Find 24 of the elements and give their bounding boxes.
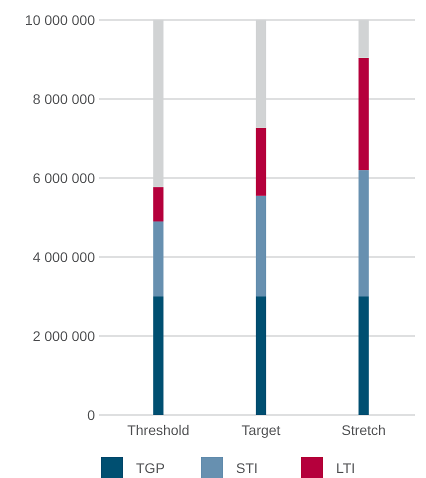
y-tick-label: 8 000 000 [32,90,96,107]
bar [358,170,369,296]
bar [358,58,369,170]
x-tick-label: Target [242,422,281,438]
x-tick-label: Threshold [127,422,190,438]
bar [153,20,164,188]
bar [153,296,164,415]
y-tick-label: 0 [87,406,96,423]
bar [256,128,266,196]
legend-label: TGP [136,460,165,476]
bar [256,20,266,128]
y-tick-label: 10 000 000 [24,12,96,28]
y-tick-label: 4 000 000 [32,248,96,265]
bar [358,296,369,415]
bar [358,20,369,58]
bar [153,221,164,296]
bar [256,196,266,296]
y-tick-label: 2 000 000 [32,328,96,344]
bar [153,187,164,222]
y-tick-label: 6 000 000 [32,170,96,186]
bar [256,296,266,415]
legend-label: LTI [336,460,356,476]
legend-label: STI [236,460,258,476]
x-tick-label: Stretch [341,422,386,438]
